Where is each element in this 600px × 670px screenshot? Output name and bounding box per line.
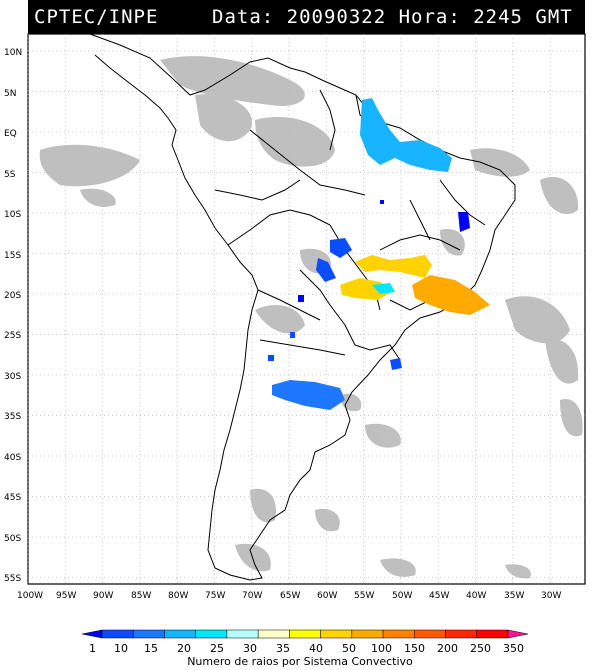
colorbar-swatch [507,629,529,639]
lon-label: 55W [354,591,374,601]
colorbar-swatch [289,629,321,639]
datetime-label: Data: 20090322 Hora: 2245 GMT [212,6,573,28]
colorbar-swatch [320,629,353,639]
colorbar-swatch [101,629,134,639]
colorbar-tick: 30 [243,642,257,655]
convective-systems [268,98,490,410]
lon-label: 95W [56,591,76,601]
lat-label: 5S [4,170,16,180]
lon-label: 30W [541,591,561,601]
lon-label: 40W [466,591,486,601]
system-blue-3 [458,212,470,232]
system-orange-3 [412,275,490,315]
colorbar [81,629,529,639]
source-label: CPTEC/INPE [34,6,159,28]
colorbar-swatch [164,629,196,639]
colorbar-tick: 250 [470,642,491,655]
colorbar-tick: 10 [114,642,128,655]
colorbar-tick: 200 [437,642,458,655]
colorbar-swatch [476,629,509,639]
system-blue-1 [330,238,352,258]
lon-label: 35W [504,591,524,601]
lon-label: 75W [205,591,225,601]
lon-label: 85W [131,591,151,601]
system-orange-1 [355,255,432,278]
lat-label: 10N [4,48,22,58]
lat-label: 40S [4,453,21,463]
colorbar-swatch [382,629,415,639]
map-frame [27,33,586,585]
system-blue-6 [290,332,295,338]
colorbar-tick: 25 [210,642,224,655]
lon-label: 100W [17,591,43,601]
latitude-labels: 10N 5N EQ 5S 10S 15S 20S 25S 30S 35S 40S… [4,48,22,584]
colorbar-tick: 20 [177,642,191,655]
system-cyan-2 [372,283,395,294]
system-blue-2 [316,258,336,282]
colorbar-tick: 1 [89,642,96,655]
lat-label: 30S [4,372,21,382]
title-bar: CPTEC/INPE Data: 20090322 Hora: 2245 GMT [28,0,585,34]
lon-label: 70W [242,591,262,601]
lat-label: 15S [4,251,21,261]
colorbar-swatch [414,629,446,639]
colorbar-tick: 350 [503,642,524,655]
colorbar-tick: 100 [371,642,392,655]
lat-label: 55S [4,574,21,584]
colorbar-tick: 150 [404,642,425,655]
colorbar-swatch [257,629,290,639]
colorbar-swatch [445,629,478,639]
system-blue-4 [390,358,402,370]
system-blue-5 [298,295,304,302]
colorbar-tick: 50 [342,642,356,655]
system-blue-south [272,380,345,410]
colorbar-swatch [351,629,384,639]
colorbar-swatch [132,629,165,639]
system-blue-8 [380,200,384,204]
system-orange-2 [340,278,395,300]
lat-label: 45S [4,493,21,503]
lon-label: 60W [317,591,337,601]
colorbar-swatch [226,629,259,639]
colorbar-title: Numero de raios por Sistema Convectivo [187,655,413,668]
longitude-labels: 100W 95W 90W 85W 80W 75W 70W 65W 60W 55W… [17,591,561,601]
lon-label: 50W [392,591,412,601]
cloud-cover [39,56,583,579]
system-cyan-north [360,98,452,172]
colorbar-tick: 35 [276,642,290,655]
lat-label: 25S [4,331,21,341]
lat-label: 35S [4,412,21,422]
lat-label: 20S [4,291,21,301]
lon-label: 90W [93,591,113,601]
lon-label: 80W [168,591,188,601]
lat-label: EQ [4,129,17,139]
colorbar-swatch [195,629,228,639]
lon-label: 65W [280,591,300,601]
colorbar-tick-labels: 1 10 15 20 25 30 35 40 50 100 150 200 25… [89,642,524,655]
lat-label: 10S [4,210,21,220]
lat-label: 5N [4,89,16,99]
system-blue-7 [268,355,274,361]
colorbar-tick: 15 [144,642,158,655]
lat-label: 50S [4,534,21,544]
colorbar-tick: 40 [309,642,323,655]
lon-label: 45W [429,591,449,601]
colorbar-swatch [81,629,103,639]
